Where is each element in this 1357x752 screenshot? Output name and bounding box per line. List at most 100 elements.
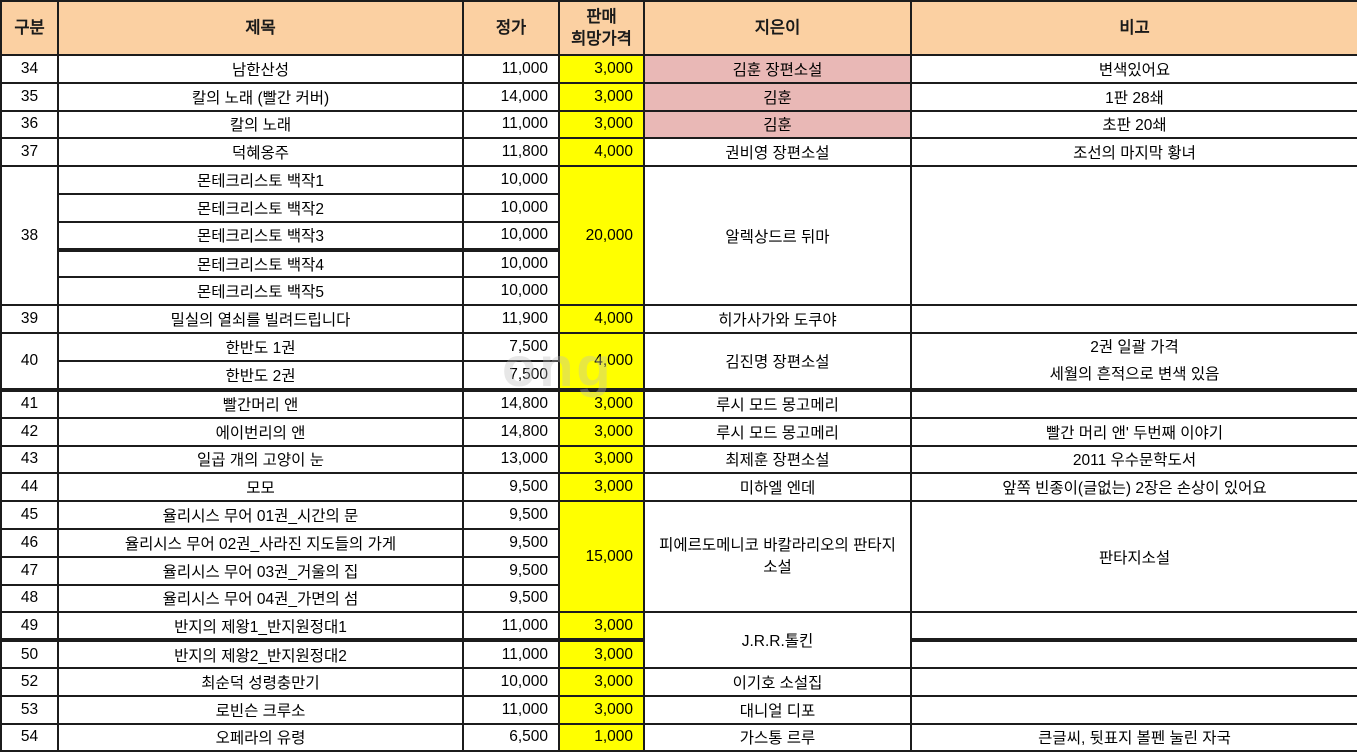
- sale-price-cell[interactable]: 1,000: [558, 722, 645, 752]
- price-cell[interactable]: 9,500: [462, 500, 560, 530]
- note-cell[interactable]: 초판 20쇄: [910, 109, 1357, 140]
- price-cell[interactable]: 9,500: [462, 583, 560, 614]
- note-cell[interactable]: 2011 우수문학도서: [910, 444, 1357, 475]
- no-cell[interactable]: 42: [0, 416, 59, 447]
- no-cell[interactable]: 37: [0, 137, 59, 168]
- title-cell[interactable]: 율리시스 무어 01권_시간의 문: [57, 500, 464, 530]
- price-cell[interactable]: 11,000: [462, 611, 560, 643]
- title-cell[interactable]: 최순덕 성령충만기: [57, 666, 464, 697]
- note-cell[interactable]: [910, 639, 1357, 669]
- title-cell[interactable]: 모모: [57, 472, 464, 503]
- no-cell[interactable]: 39: [0, 304, 59, 334]
- author-cell[interactable]: 히가사가와 도쿠야: [643, 304, 912, 334]
- sale-price-cell[interactable]: 3,000: [558, 109, 645, 140]
- sale-price-cell[interactable]: 15,000: [558, 500, 645, 614]
- no-cell[interactable]: 38: [0, 165, 59, 307]
- title-cell[interactable]: 오페라의 유령: [57, 722, 464, 752]
- title-cell[interactable]: 율리시스 무어 04권_가면의 섬: [57, 583, 464, 614]
- price-cell[interactable]: 10,000: [462, 276, 560, 307]
- price-cell[interactable]: 11,000: [462, 694, 560, 725]
- no-cell[interactable]: 53: [0, 694, 59, 725]
- no-cell[interactable]: 44: [0, 472, 59, 503]
- note-cell[interactable]: 판타지소설: [910, 500, 1357, 614]
- no-cell[interactable]: 49: [0, 611, 59, 643]
- price-cell[interactable]: 9,500: [462, 527, 560, 558]
- price-cell[interactable]: 14,800: [462, 388, 560, 419]
- title-cell[interactable]: 몬테크리스토 백작2: [57, 192, 464, 223]
- price-cell[interactable]: 14,000: [462, 81, 560, 112]
- price-cell[interactable]: 11,000: [462, 639, 560, 669]
- no-cell[interactable]: 45: [0, 500, 59, 530]
- no-cell[interactable]: 43: [0, 444, 59, 475]
- sale-price-cell[interactable]: 3,000: [558, 639, 645, 669]
- note-cell[interactable]: 빨간 머리 앤' 두번째 이야기: [910, 416, 1357, 447]
- title-cell[interactable]: 한반도 2권: [57, 360, 464, 392]
- title-cell[interactable]: 일곱 개의 고양이 눈: [57, 444, 464, 475]
- note-cell[interactable]: 조선의 마지막 황녀: [910, 137, 1357, 168]
- note-cell[interactable]: [910, 165, 1357, 307]
- title-cell[interactable]: 에이번리의 앤: [57, 416, 464, 447]
- col-header-author[interactable]: 지은이: [643, 0, 912, 56]
- price-cell[interactable]: 10,000: [462, 192, 560, 223]
- author-cell[interactable]: 권비영 장편소설: [643, 137, 912, 168]
- title-cell[interactable]: 율리시스 무어 02권_사라진 지도들의 가게: [57, 527, 464, 558]
- sale-price-cell[interactable]: 20,000: [558, 165, 645, 307]
- author-cell[interactable]: 피에르도메니코 바칼라리오의 판타지소설: [643, 500, 912, 614]
- title-cell[interactable]: 율리시스 무어 03권_거울의 집: [57, 555, 464, 586]
- note-cell[interactable]: 변색있어요: [910, 54, 1357, 84]
- title-cell[interactable]: 칼의 노래: [57, 109, 464, 140]
- title-cell[interactable]: 반지의 제왕2_반지원정대2: [57, 639, 464, 669]
- title-cell[interactable]: 반지의 제왕1_반지원정대1: [57, 611, 464, 643]
- title-cell[interactable]: 빨간머리 앤: [57, 388, 464, 419]
- author-cell[interactable]: 최제훈 장편소설: [643, 444, 912, 475]
- price-cell[interactable]: 11,800: [462, 137, 560, 168]
- price-cell[interactable]: 10,000: [462, 248, 560, 279]
- no-cell[interactable]: 46: [0, 527, 59, 558]
- title-cell[interactable]: 몬테크리스토 백작5: [57, 276, 464, 307]
- no-cell[interactable]: 48: [0, 583, 59, 614]
- note-cell[interactable]: 1판 28쇄: [910, 81, 1357, 112]
- title-cell[interactable]: 남한산성: [57, 54, 464, 84]
- author-cell[interactable]: 루시 모드 몽고메리: [643, 388, 912, 419]
- price-cell[interactable]: 7,500: [462, 360, 560, 392]
- note-cell[interactable]: [910, 304, 1357, 334]
- col-header-gubun[interactable]: 구분: [0, 0, 59, 56]
- title-cell[interactable]: 한반도 1권: [57, 331, 464, 363]
- author-cell[interactable]: 대니얼 디포: [643, 694, 912, 725]
- author-cell[interactable]: 김훈: [643, 109, 912, 140]
- price-cell[interactable]: 10,000: [462, 165, 560, 195]
- sale-price-cell[interactable]: 4,000: [558, 137, 645, 168]
- author-cell[interactable]: 김훈 장편소설: [643, 54, 912, 84]
- sale-price-cell[interactable]: 3,000: [558, 416, 645, 447]
- col-header-sale-price[interactable]: 판매 희망가격: [558, 0, 645, 56]
- price-cell[interactable]: 11,900: [462, 304, 560, 334]
- price-cell[interactable]: 9,500: [462, 472, 560, 503]
- author-cell[interactable]: 루시 모드 몽고메리: [643, 416, 912, 447]
- sale-price-cell[interactable]: 3,000: [558, 54, 645, 84]
- price-cell[interactable]: 11,000: [462, 109, 560, 140]
- author-cell[interactable]: 가스통 르루: [643, 722, 912, 752]
- title-cell[interactable]: 몬테크리스토 백작4: [57, 248, 464, 279]
- title-cell[interactable]: 밀실의 열쇠를 빌려드립니다: [57, 304, 464, 334]
- price-cell[interactable]: 6,500: [462, 722, 560, 752]
- sale-price-cell[interactable]: 3,000: [558, 472, 645, 503]
- sale-price-cell[interactable]: 4,000: [558, 331, 645, 392]
- sale-price-cell[interactable]: 3,000: [558, 81, 645, 112]
- price-cell[interactable]: 10,000: [462, 220, 560, 252]
- price-cell[interactable]: 14,800: [462, 416, 560, 447]
- sale-price-cell[interactable]: 3,000: [558, 694, 645, 725]
- note-cell[interactable]: [910, 666, 1357, 697]
- author-cell[interactable]: J.R.R.톨킨: [643, 611, 912, 669]
- author-cell[interactable]: 김진명 장편소설: [643, 331, 912, 392]
- no-cell[interactable]: 47: [0, 555, 59, 586]
- title-cell[interactable]: 몬테크리스토 백작3: [57, 220, 464, 252]
- sale-price-cell[interactable]: 3,000: [558, 611, 645, 643]
- price-cell[interactable]: 11,000: [462, 54, 560, 84]
- sale-price-cell[interactable]: 3,000: [558, 444, 645, 475]
- price-cell[interactable]: 13,000: [462, 444, 560, 475]
- sale-price-cell[interactable]: 3,000: [558, 666, 645, 697]
- note-cell[interactable]: 2권 일괄 가격 세월의 흔적으로 변색 있음: [910, 331, 1357, 392]
- author-cell[interactable]: 김훈: [643, 81, 912, 112]
- no-cell[interactable]: 40: [0, 331, 59, 392]
- price-cell[interactable]: 7,500: [462, 331, 560, 363]
